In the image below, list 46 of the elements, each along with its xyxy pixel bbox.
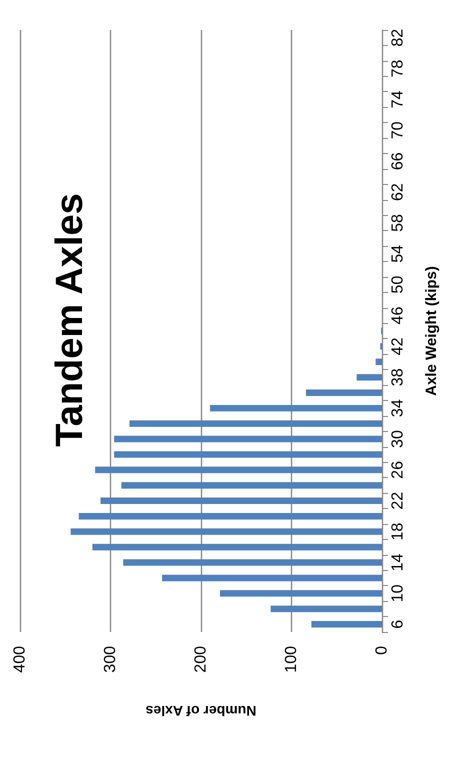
y-tick-label: 70: [390, 121, 406, 140]
text: Tandem Axles: [49, 193, 91, 447]
bar: [95, 466, 382, 474]
y-tick-label: 62: [390, 183, 406, 201]
x-tick-label: 100: [283, 646, 300, 673]
y-tick-label: 46: [390, 306, 406, 324]
x-axis-title: Number of Axles: [145, 703, 256, 719]
y-tick-label: 74: [390, 90, 406, 108]
y-tick-label: 42: [390, 337, 406, 356]
y-tick-label: 82: [390, 28, 406, 47]
bar: [376, 358, 382, 366]
y-tick-label: 50: [390, 276, 406, 294]
y-axis-title: Axle Weight (kips): [423, 266, 440, 396]
bar: [123, 559, 382, 566]
bar: [220, 590, 382, 597]
y-tick-label: 66: [390, 152, 406, 170]
bar: [270, 606, 382, 612]
bar: [210, 404, 382, 412]
y-tick-label: 58: [390, 214, 406, 232]
bar: [356, 374, 382, 381]
y-tick-label: 10: [390, 584, 406, 602]
bar: [130, 420, 382, 427]
y-tick-label: 14: [390, 554, 406, 572]
bar: [114, 436, 382, 442]
bar: [311, 621, 382, 628]
y-tick-label: 6: [390, 620, 406, 629]
y-tick-label: 78: [390, 60, 406, 78]
y-tick-label: 26: [390, 460, 406, 479]
y-tick-label: 34: [390, 399, 406, 418]
x-tick-label: 200: [192, 646, 210, 673]
bar: [114, 451, 382, 458]
y-tick-label: 54: [390, 244, 406, 263]
bar: [100, 498, 382, 504]
y-tick-label: 22: [390, 492, 406, 510]
x-tick-label: 400: [12, 646, 28, 673]
bar: [78, 512, 382, 520]
y-tick-label: 30: [390, 430, 406, 448]
x-tick-label: 300: [102, 646, 119, 673]
bar: [92, 544, 382, 550]
x-tick-label: 0: [374, 646, 390, 655]
bar: [306, 390, 382, 396]
bar: [121, 482, 382, 489]
y-tick-label: 18: [390, 522, 406, 541]
y-tick-label: 38: [390, 368, 406, 386]
bar: [70, 528, 382, 535]
bar: [162, 574, 382, 582]
